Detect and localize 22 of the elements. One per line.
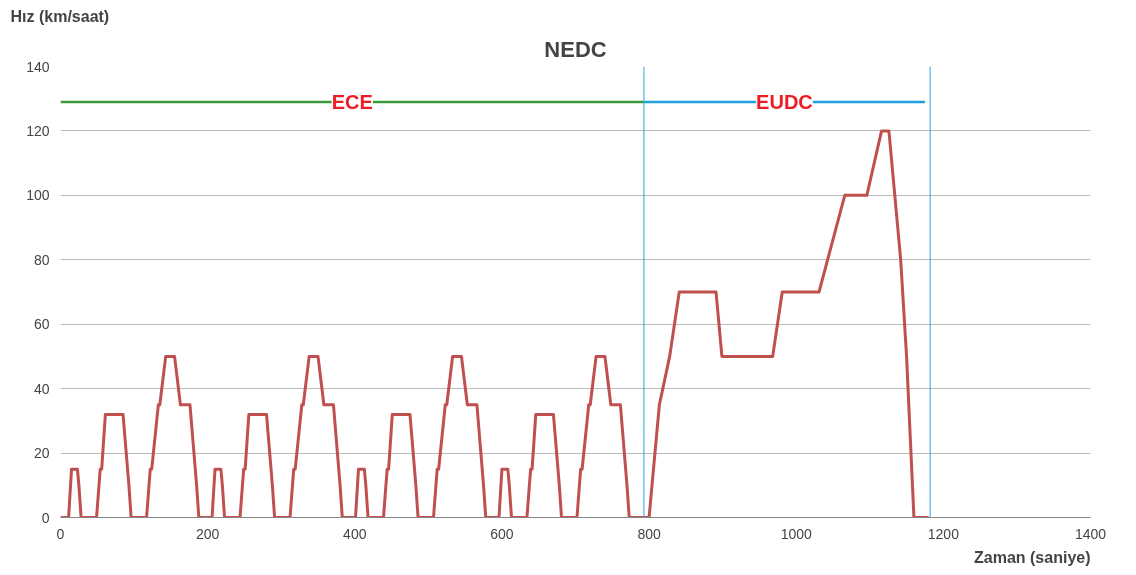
y-axis-title: Hız (km/saat) [10, 7, 110, 25]
x-tick-label: 400 [343, 525, 367, 542]
y-tick-label: 80 [33, 251, 50, 268]
x-tick-label: 1400 [1074, 525, 1107, 542]
x-tick-label: 800 [637, 525, 661, 542]
x-tick-label: 1000 [780, 525, 812, 542]
x-tick-label: 600 [490, 525, 514, 542]
y-tick-label: 120 [26, 122, 50, 139]
x-tick-label: 200 [195, 525, 220, 542]
x-axis-title: Zaman (saniye) [974, 548, 1091, 566]
x-tick-label: 0 [56, 525, 65, 542]
x-tick-label: 1200 [927, 525, 960, 542]
y-tick-label: 0 [41, 509, 50, 526]
y-tick-label: 140 [26, 58, 50, 75]
chart-title: NEDC [544, 36, 607, 62]
y-tick-label: 40 [33, 380, 50, 397]
y-tick-label: 60 [33, 316, 50, 333]
y-tick-label: 20 [33, 445, 50, 462]
series-label: EUDC [756, 90, 813, 113]
line-series [60, 129, 931, 518]
y-tick-label: 100 [26, 187, 50, 204]
series-label: ECE [331, 90, 373, 113]
